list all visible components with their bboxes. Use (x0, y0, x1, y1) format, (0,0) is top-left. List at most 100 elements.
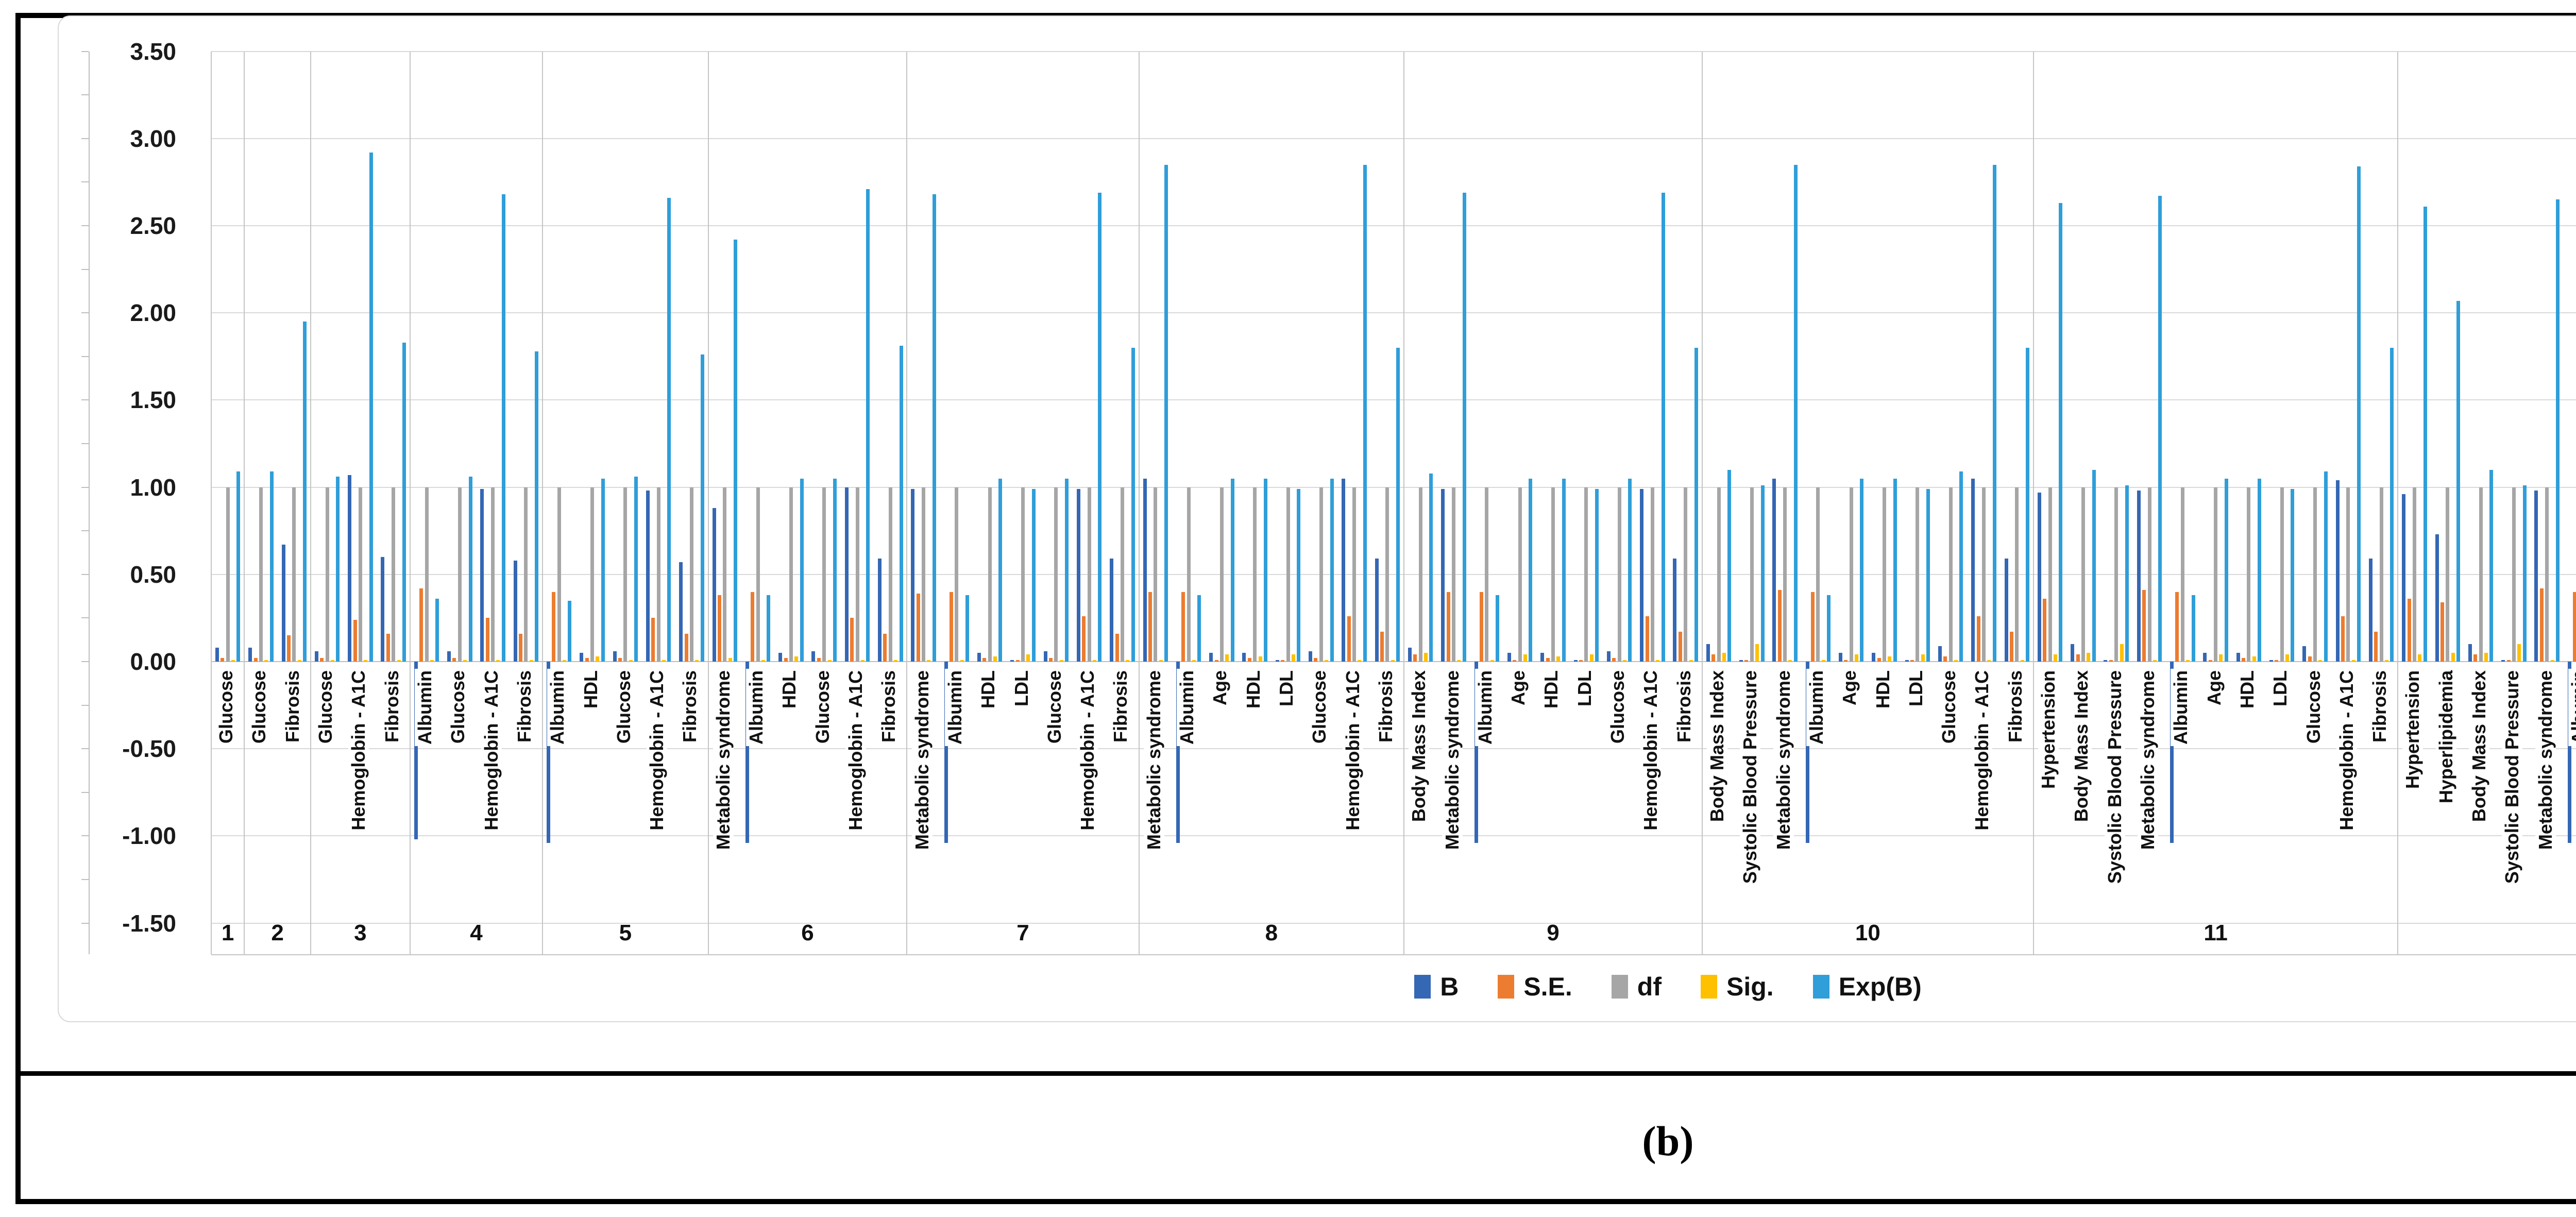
category-label: Metabolic syndrome (911, 669, 933, 852)
bar-b (248, 647, 252, 662)
bar-sig (1788, 660, 1792, 662)
bar-df (1021, 487, 1025, 662)
bar-expb (1760, 485, 1765, 662)
legend-item: df (1611, 972, 1662, 1002)
bar-se (2242, 658, 2246, 662)
group-step-label: 9 (1547, 920, 1560, 945)
bar-expb (601, 478, 605, 662)
y-axis-tick-label: 0.50 (130, 561, 176, 588)
y-axis-minor-tick (81, 704, 89, 706)
bar-se (784, 658, 788, 662)
y-axis-tick-label: -1.00 (122, 822, 176, 850)
bar-b (1143, 478, 1147, 662)
legend-item: S.E. (1498, 972, 1572, 1002)
bar-df (1717, 487, 1721, 662)
bar-b (1110, 559, 1114, 662)
group-boundary-line (542, 51, 544, 954)
bar-se (1777, 590, 1782, 662)
bar-b (2302, 646, 2307, 662)
group-step-label: 7 (1016, 920, 1029, 945)
bar-b (1275, 660, 1279, 662)
bar-se (1645, 616, 1649, 662)
bar-sig (1755, 644, 1759, 662)
bar-se (751, 591, 755, 662)
bar-sig (1291, 654, 1295, 662)
bar-se (2341, 616, 2345, 662)
category-label: Metabolic syndrome (713, 669, 734, 852)
bar-b (2269, 660, 2274, 662)
bar-b (2071, 644, 2075, 662)
y-axis-minor-tick (81, 922, 89, 924)
bar-df (789, 487, 793, 662)
bar-df (2446, 487, 2450, 662)
bar-se (1347, 616, 1351, 662)
bar-sig (1026, 654, 1030, 662)
category-label: Albumin (2568, 669, 2576, 746)
bar-expb (1197, 595, 1201, 662)
category-label: Glucose (315, 669, 336, 746)
bar-se (286, 635, 291, 662)
bar-df (2147, 487, 2151, 662)
bar-b (2203, 653, 2207, 662)
group-boundary-line (2397, 51, 2399, 954)
category-label: Glucose (1044, 669, 1065, 746)
bar-df (1219, 487, 1224, 662)
bar-expb (2423, 206, 2427, 662)
bar-sig (2020, 660, 2024, 662)
bar-expb (1396, 347, 1400, 662)
bar-sig (2186, 660, 2190, 662)
y-axis-tick-label: -1.50 (122, 909, 176, 937)
bar-df (1518, 487, 1522, 662)
bar-df (2180, 487, 2184, 662)
y-axis-minor-tick (81, 94, 89, 96)
bar-expb (2059, 203, 2063, 662)
bar-se (2473, 654, 2478, 662)
caption-divider-line (21, 1071, 2576, 1076)
bar-expb (1793, 164, 1798, 662)
bar-b (1507, 653, 1511, 662)
bar-expb (1595, 488, 1599, 662)
bar-se (2043, 599, 2047, 662)
bar-se (717, 595, 721, 662)
y-axis-minor-tick (81, 399, 89, 401)
group-step-label: 12 (2398, 920, 2576, 946)
bar-b (613, 651, 617, 662)
bar-b (2335, 480, 2340, 662)
group-boundary-line (211, 51, 212, 954)
bar-expb (568, 600, 572, 662)
bar-df (524, 487, 528, 662)
category-label: Albumin (944, 669, 965, 746)
y-axis-tick-label: 0.00 (130, 648, 176, 675)
bar-sig (894, 660, 898, 662)
group-step-label: 5 (619, 920, 632, 945)
legend-swatch-b (1414, 975, 1431, 999)
bar-df (1916, 487, 1920, 662)
bar-df (2114, 487, 2119, 662)
bar-df (2280, 487, 2284, 662)
bar-b (911, 488, 915, 662)
bar-df (1352, 487, 1357, 662)
bar-expb (1429, 473, 1433, 662)
category-label: HDL (1243, 669, 1264, 710)
bar-se (1711, 654, 1716, 662)
y-axis-minor-tick (81, 138, 89, 139)
bar-df (2346, 487, 2350, 662)
bar-b (1375, 559, 1379, 662)
bar-b (1540, 653, 1545, 662)
bar-expb (1363, 164, 1367, 662)
bar-b (2236, 653, 2240, 662)
bar-df (888, 487, 892, 662)
bar-sig (1689, 660, 1693, 662)
bar-sig (1391, 660, 1395, 662)
group-boundary-line (906, 51, 908, 954)
bar-se (1513, 660, 1517, 662)
bar-expb (1992, 164, 1996, 662)
bar-b (944, 662, 948, 843)
bar-se (1314, 658, 1318, 662)
bar-sig (1490, 660, 1494, 662)
bar-expb (2092, 469, 2096, 662)
bar-expb (1164, 164, 1168, 662)
category-label: HDL (2236, 669, 2258, 710)
bar-df (2214, 487, 2218, 662)
bar-sig (2120, 644, 2124, 662)
